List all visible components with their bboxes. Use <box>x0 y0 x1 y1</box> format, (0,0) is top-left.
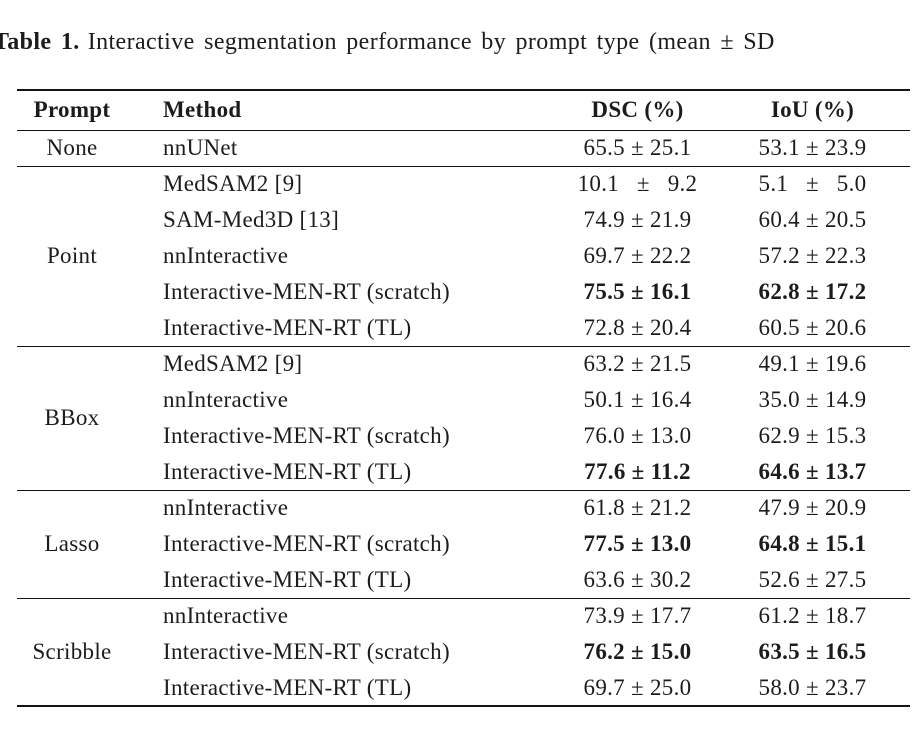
table-row: Interactive-MEN-RT (TL) 77.6 ± 11.2 64.6 ±… <box>17 454 910 490</box>
method-cell: Interactive-MEN-RT (TL) <box>163 566 412 592</box>
header-dsc: DSC (%) <box>591 97 684 123</box>
table-row: Interactive-MEN-RT (scratch) 77.5 ± 13.0 6… <box>17 526 910 562</box>
dsc-cell: 72.8 ± 20.4 <box>583 314 692 340</box>
iou-cell: 64.8 ± 15.1 <box>758 531 867 556</box>
method-cell: nnInteractive <box>163 243 289 268</box>
iou-cell: 60.4 ± 20.5 <box>758 207 867 232</box>
method-cell: Interactive-MEN-RT (scratch) <box>163 279 450 304</box>
dsc-cell: 77.5 ± 13.0 <box>583 531 692 556</box>
prompt-cell: BBox <box>44 405 100 430</box>
dsc-cell: 74.9 ± 21.9 <box>583 207 692 232</box>
dsc-cell: 73.9 ± 17.7 <box>583 603 692 629</box>
method-cell: nnInteractive <box>163 387 289 412</box>
method-cell: Interactive-MEN-RT (scratch) <box>163 639 450 664</box>
iou-cell: 57.2 ± 22.3 <box>758 243 867 268</box>
method-cell: nnInteractive <box>163 603 289 629</box>
method-cell: Interactive-MEN-RT (TL) <box>163 458 412 484</box>
iou-cell: 63.5 ± 16.5 <box>758 639 867 664</box>
method-cell: nnUNet <box>163 135 238 160</box>
table-row: Lasso nnInteractive 61.8 ± 21.2 47.9 ± 20.9 <box>17 490 910 556</box>
iou-cell: 60.5 ± 20.6 <box>758 314 867 340</box>
table-caption-label: Table 1. <box>0 29 80 55</box>
header-iou: IoU (%) <box>770 97 855 123</box>
dsc-cell: 77.6 ± 11.2 <box>584 458 691 484</box>
prompt-cell: Point <box>46 243 98 268</box>
iou-cell: 61.2 ± 18.7 <box>758 603 867 629</box>
method-cell: Interactive-MEN-RT (scratch) <box>163 423 450 448</box>
dsc-cell: 63.6 ± 30.2 <box>583 566 692 592</box>
dsc-cell: 75.5 ± 16.1 <box>583 279 692 304</box>
method-cell: Interactive-MEN-RT (scratch) <box>163 531 450 556</box>
dsc-cell: 76.0 ± 13.0 <box>583 423 692 448</box>
method-cell: Interactive-MEN-RT (TL) <box>163 674 412 700</box>
table-row: Point MedSAM2 [9] 10.1 ± 9.2 5.1 ± 5.0 <box>17 166 910 268</box>
dsc-cell: 61.8 ± 21.2 <box>583 495 692 521</box>
dsc-cell: 69.7 ± 25.0 <box>583 674 692 700</box>
table-row: Interactive-MEN-RT (TL) 69.7 ± 25.0 58.0 ±… <box>17 670 910 706</box>
table-body: None nnUNet 65.5 ± 25.1 53.1 ± 23.9 Point Med… <box>17 130 910 706</box>
table-row: Interactive-MEN-RT (scratch) 76.0 ± 13.0 6… <box>17 418 910 454</box>
table-row: BBox MedSAM2 [9] 63.2 ± 21.5 49.1 ± 19.6 <box>17 346 910 430</box>
iou-cell: 62.9 ± 15.3 <box>758 423 867 448</box>
table-caption-text: Interactive segmentation performance by … <box>87 29 775 55</box>
method-cell: MedSAM2 [9] <box>163 351 303 377</box>
iou-cell: 5.1 ± 5.0 <box>758 171 867 197</box>
iou-cell: 64.6 ± 13.7 <box>758 458 867 484</box>
dsc-cell: 50.1 ± 16.4 <box>583 387 692 412</box>
header-prompt: Prompt <box>33 97 111 123</box>
table-row: nnInteractive 69.7 ± 22.2 57.2 ± 22.3 <box>17 238 910 274</box>
iou-cell: 47.9 ± 20.9 <box>758 495 867 521</box>
dsc-cell: 10.1 ± 9.2 <box>577 171 698 197</box>
table-row: nnInteractive 50.1 ± 16.4 35.0 ± 14.9 <box>17 382 910 418</box>
table-row: Interactive-MEN-RT (scratch) 75.5 ± 16.1 6… <box>17 274 910 310</box>
table-row: Interactive-MEN-RT (TL) 63.6 ± 30.2 52.6 ±… <box>17 562 910 598</box>
results-table: Prompt Method DSC (%) IoU (%) None nnUNet… <box>17 89 910 707</box>
method-cell: Interactive-MEN-RT (TL) <box>163 314 412 340</box>
dsc-cell: 76.2 ± 15.0 <box>583 639 692 664</box>
table-caption: Table 1. Interactive segmentation perform… <box>0 27 775 57</box>
dsc-cell: 63.2 ± 21.5 <box>583 351 692 377</box>
prompt-cell: Lasso <box>44 531 100 556</box>
method-cell: nnInteractive <box>163 495 289 521</box>
dsc-cell: 69.7 ± 22.2 <box>583 243 692 268</box>
method-cell: MedSAM2 [9] <box>163 171 303 197</box>
iou-cell: 53.1 ± 23.9 <box>758 135 867 160</box>
prompt-cell: None <box>46 135 98 160</box>
table-row: SAM-Med3D [13] 74.9 ± 21.9 60.4 ± 20.5 <box>17 202 910 238</box>
iou-cell: 35.0 ± 14.9 <box>758 387 867 412</box>
table-row: Interactive-MEN-RT (TL) 72.8 ± 20.4 60.5 ±… <box>17 310 910 346</box>
iou-cell: 62.8 ± 17.2 <box>758 279 867 304</box>
method-cell: SAM-Med3D [13] <box>163 207 340 232</box>
iou-cell: 49.1 ± 19.6 <box>758 351 867 377</box>
table-row: None nnUNet 65.5 ± 25.1 53.1 ± 23.9 <box>17 130 910 166</box>
prompt-cell: Scribble <box>32 638 112 664</box>
table-row: Interactive-MEN-RT (scratch) 76.2 ± 15.0 6… <box>17 634 910 670</box>
dsc-cell: 65.5 ± 25.1 <box>583 135 692 160</box>
iou-cell: 52.6 ± 27.5 <box>758 566 867 592</box>
table-row: Scribble nnInteractive 73.9 ± 17.7 61.2 ± 1… <box>17 598 910 664</box>
header-method: Method <box>163 97 242 123</box>
header-row: Prompt Method DSC (%) IoU (%) <box>17 90 910 130</box>
iou-cell: 58.0 ± 23.7 <box>758 674 867 700</box>
